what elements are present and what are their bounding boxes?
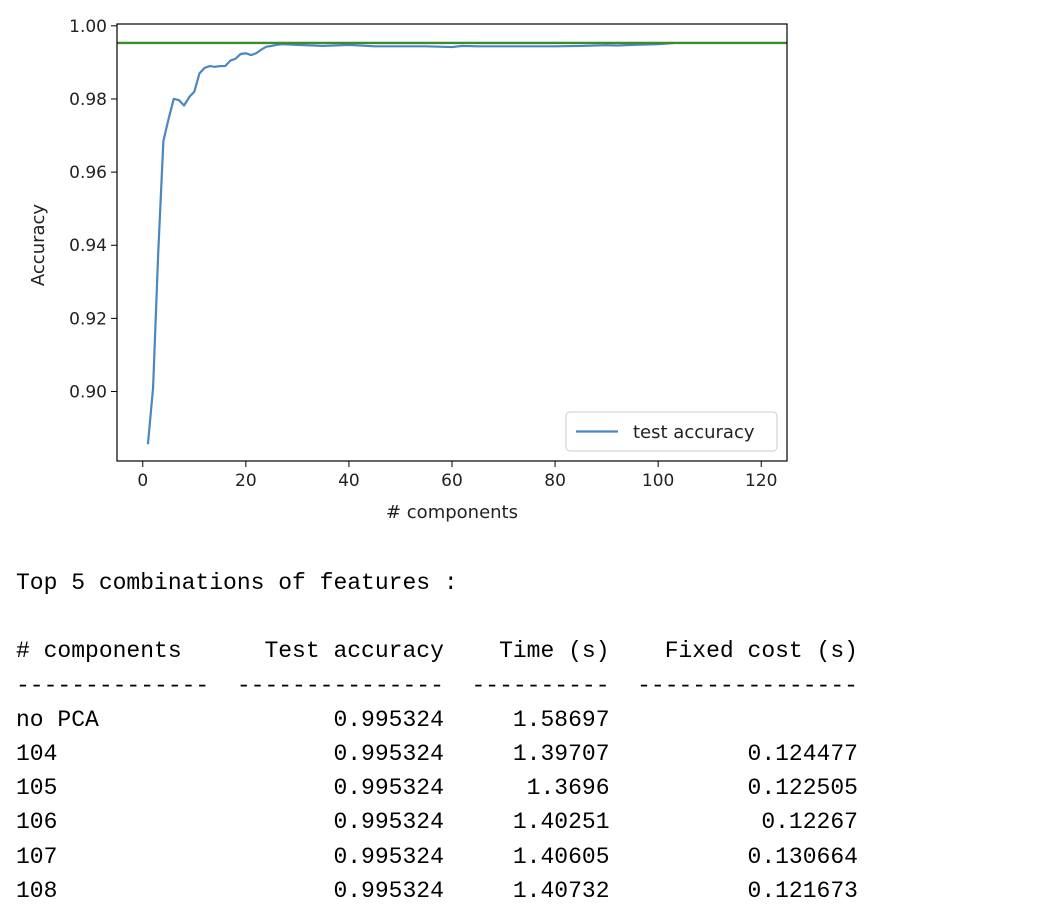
y-tick-label: 0.90 bbox=[69, 383, 107, 403]
x-tick-label: 0 bbox=[137, 471, 148, 491]
series-test-accuracy-line bbox=[146, 41, 674, 445]
x-tick-label: 40 bbox=[338, 471, 360, 491]
legend-label: test accuracy bbox=[633, 422, 755, 443]
axis-ticks: 0 20 40 60 80 100 120 0.90 0.92 0.94 0.96 0.98 1.00 bbox=[69, 17, 777, 491]
plot-area bbox=[117, 41, 787, 445]
y-tick-label: 0.96 bbox=[69, 163, 107, 183]
accuracy-chart: 0 20 40 60 80 100 1200.900.920.940.960.981.00 … bbox=[28, 17, 788, 523]
legend: test accuracy bbox=[565, 411, 778, 452]
y-tick-label: 0.92 bbox=[69, 309, 107, 329]
y-tick-label: 0.94 bbox=[69, 236, 107, 256]
x-tick-label: 60 bbox=[441, 471, 463, 491]
y-axis-label: Accuracy bbox=[28, 204, 49, 287]
plot-frame bbox=[116, 23, 788, 462]
x-tick-label: 20 bbox=[235, 471, 257, 491]
x-tick-label: 80 bbox=[544, 471, 566, 491]
legend-frame bbox=[565, 411, 778, 452]
x-tick-label: 100 bbox=[642, 471, 674, 491]
y-tick-label: 0.98 bbox=[69, 90, 107, 110]
y-tick-label: 1.00 bbox=[69, 17, 107, 37]
x-axis-label: # components bbox=[386, 502, 518, 523]
output-table: Top 5 combinations of features : # compo… bbox=[16, 570, 858, 904]
x-tick-label: 120 bbox=[745, 471, 777, 491]
